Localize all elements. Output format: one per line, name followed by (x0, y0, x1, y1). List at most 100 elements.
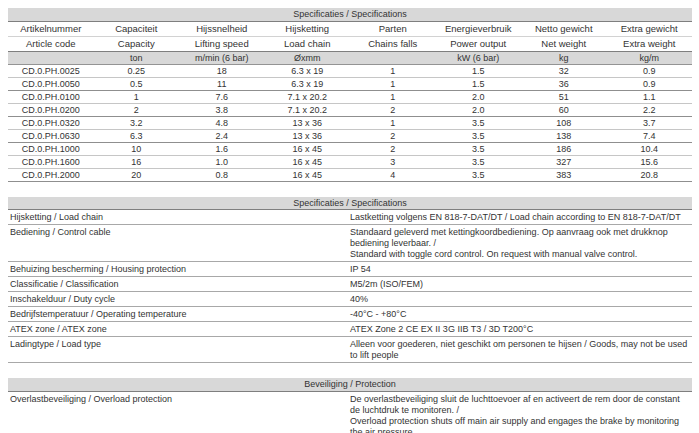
table-row: Inschakelduur / Duty cycle 40% (8, 292, 692, 307)
col-unit: kW (6 bar) (436, 51, 522, 64)
col-header-en: Load chain (265, 36, 351, 51)
spec-units-row: ton m/min (6 bar) Øxmm kW (6 bar) kg kg/… (8, 51, 692, 64)
col-unit: kg/m (607, 51, 693, 64)
spec-cell: 1 (350, 116, 436, 129)
table-row: CD.0.PH.0025 0.25 18 6.3 x 19 1 1.5 32 0… (8, 64, 692, 77)
spec-cell: 7.6 (179, 90, 265, 103)
spec-cell: 3.2 (94, 116, 180, 129)
detail-label: Hijsketting / Load chain (8, 210, 350, 225)
article-code-cell: CD.0.PH.1000 (8, 142, 94, 155)
col-header-nl: Hijssnelheid (179, 21, 265, 36)
spec-cell: 6.3 x 19 (265, 77, 351, 90)
spec-cell: 3.5 (436, 116, 522, 129)
specifications-table: Specificaties / Specifications Artikelnu… (8, 8, 692, 182)
detail-value: -40°C - +80°C (350, 307, 692, 322)
spec-cell: 186 (521, 142, 607, 155)
article-code-cell: CD.0.PH.2000 (8, 168, 94, 181)
protection-table-title: Beveiliging / Protection (8, 378, 692, 391)
spec-cell: 36 (521, 77, 607, 90)
protection-value: De overlastbeveiliging sluit de luchttoe… (350, 391, 692, 433)
spec-cell: 0.8 (179, 168, 265, 181)
spec-cell: 2.0 (436, 90, 522, 103)
table-row: CD.0.PH.0200 2 3.8 7.1 x 20.2 2 2.0 60 2… (8, 103, 692, 116)
spec-cell: 2.2 (607, 103, 693, 116)
spec-cell: 15.6 (607, 155, 693, 168)
col-header-en: Capacity (94, 36, 180, 51)
detail-label: Bediening / Control cable (8, 225, 350, 262)
detail-value: IP 54 (350, 262, 692, 277)
details-table-title-row: Specificaties / Specifications (8, 197, 692, 210)
spec-cell: 4.8 (179, 116, 265, 129)
spec-cell: 1.6 (179, 142, 265, 155)
col-header-nl: Energieverbruik (436, 21, 522, 36)
spec-cell: 1 (94, 90, 180, 103)
table-row: Behuizing bescherming / Housing protecti… (8, 262, 692, 277)
spec-cell: 13 x 36 (265, 116, 351, 129)
table-row: CD.0.PH.1000 10 1.6 16 x 45 2 3.5 186 10… (8, 142, 692, 155)
spec-cell: 3 (350, 155, 436, 168)
article-code-cell: CD.0.PH.0200 (8, 103, 94, 116)
spec-cell: 11 (179, 77, 265, 90)
spec-table-title-row: Specificaties / Specifications (8, 8, 692, 21)
detail-label: Inschakelduur / Duty cycle (8, 292, 350, 307)
protection-table: Beveiliging / Protection Overlastbeveili… (8, 378, 692, 433)
spec-cell: 138 (521, 129, 607, 142)
spec-cell: 0.25 (94, 64, 180, 77)
spec-cell: 1.1 (607, 90, 693, 103)
spec-cell: 1.5 (436, 64, 522, 77)
table-row: Hijsketting / Load chain Lastketting vol… (8, 210, 692, 225)
col-unit: m/min (6 bar) (179, 51, 265, 64)
col-header-nl: Artikelnummer (8, 21, 94, 36)
spec-cell: 6.3 (94, 129, 180, 142)
col-header-nl: Netto gewicht (521, 21, 607, 36)
spec-cell: 16 x 45 (265, 168, 351, 181)
spec-cell: 327 (521, 155, 607, 168)
details-table: Specificaties / Specifications Hijsketti… (8, 197, 692, 364)
col-header-nl: Extra gewicht (607, 21, 693, 36)
table-row: Overlastbeveiliging / Overload protectio… (8, 391, 692, 433)
spec-cell: 3.5 (436, 155, 522, 168)
detail-value: Alleen voor goederen, niet geschikt om p… (350, 337, 692, 363)
col-unit: Øxmm (265, 51, 351, 64)
col-header-nl: Hijsketting (265, 21, 351, 36)
table-row: Bedrijfstemperatuur / Operating temperat… (8, 307, 692, 322)
spec-cell: 3.8 (179, 103, 265, 116)
spec-cell: 13 x 36 (265, 129, 351, 142)
spec-cell: 2 (350, 142, 436, 155)
article-code-cell: CD.0.PH.0630 (8, 129, 94, 142)
spec-cell: 20 (94, 168, 180, 181)
article-code-cell: CD.0.PH.0320 (8, 116, 94, 129)
spec-cell: 10.4 (607, 142, 693, 155)
col-unit: kg (521, 51, 607, 64)
spec-cell: 3.5 (436, 168, 522, 181)
spec-cell: 1 (350, 64, 436, 77)
spec-cell: 2 (94, 103, 180, 116)
col-unit: ton (94, 51, 180, 64)
detail-value: Standaard geleverd met kettingkoordbedie… (350, 225, 692, 262)
spec-cell: 1.0 (179, 155, 265, 168)
spec-cell: 3.5 (436, 129, 522, 142)
col-header-en: Chains falls (350, 36, 436, 51)
spec-cell: 3.7 (607, 116, 693, 129)
detail-label: ATEX zone / ATEX zone (8, 322, 350, 337)
spec-cell: 1 (350, 90, 436, 103)
article-code-cell: CD.0.PH.0050 (8, 77, 94, 90)
spec-cell: 1.5 (436, 77, 522, 90)
spec-cell: 2 (350, 103, 436, 116)
table-row: Classificatie / Classification M5/2m (IS… (8, 277, 692, 292)
detail-value: ATEX Zone 2 CE EX II 3G IIB T3 / 3D T200… (350, 322, 692, 337)
table-row: CD.0.PH.0320 3.2 4.8 13 x 36 1 3.5 108 3… (8, 116, 692, 129)
col-header-en: Article code (8, 36, 94, 51)
spec-cell: 16 x 45 (265, 155, 351, 168)
spec-cell: 2.0 (436, 103, 522, 116)
spec-cell: 60 (521, 103, 607, 116)
table-row: ATEX zone / ATEX zone ATEX Zone 2 CE EX … (8, 322, 692, 337)
detail-label: Classificatie / Classification (8, 277, 350, 292)
spec-cell: 18 (179, 64, 265, 77)
col-header-nl: Capaciteit (94, 21, 180, 36)
details-table-title: Specificaties / Specifications (8, 197, 692, 210)
article-code-cell: CD.0.PH.1600 (8, 155, 94, 168)
article-code-cell: CD.0.PH.0100 (8, 90, 94, 103)
spec-cell: 0.5 (94, 77, 180, 90)
protection-table-title-row: Beveiliging / Protection (8, 378, 692, 391)
